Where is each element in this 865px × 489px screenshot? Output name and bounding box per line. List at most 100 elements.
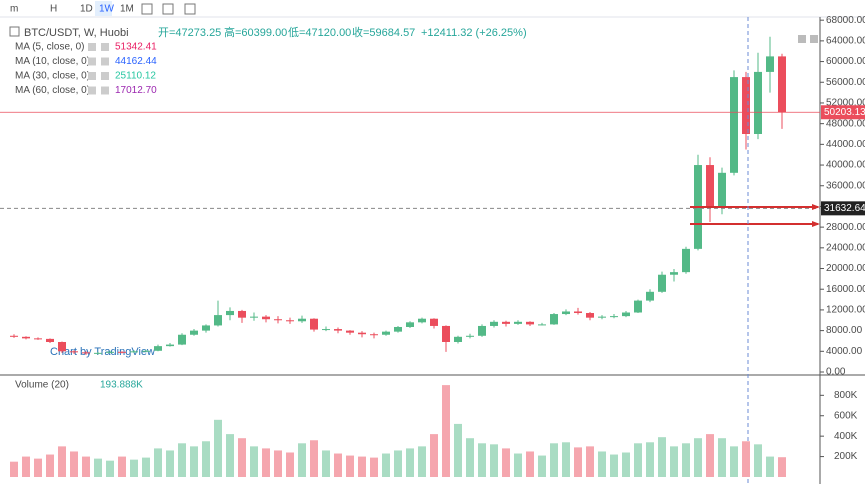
volume-bar (466, 438, 474, 477)
volume-bar (526, 451, 534, 477)
toolbar-item[interactable]: 1W (99, 4, 115, 15)
candle-body (46, 338, 54, 342)
volume-bar (538, 455, 546, 477)
ray-arrow (812, 203, 820, 210)
volume-bar (610, 454, 618, 477)
volume-bar (82, 456, 90, 477)
volume-bar (322, 450, 330, 477)
volume-bar (298, 443, 306, 477)
toolbar-item[interactable]: 1D (80, 4, 93, 15)
volume-bar (346, 455, 354, 477)
volume-bar (22, 456, 30, 477)
volume-bar (130, 459, 138, 477)
y-tick-label: 60000.00 (826, 56, 865, 67)
volume-bar (70, 451, 78, 477)
candle-body (730, 77, 738, 173)
y-tick-label: 52000.00 (826, 98, 865, 109)
candle-body (418, 318, 426, 323)
toolbar-icon[interactable] (162, 3, 174, 15)
volume-bar (694, 438, 702, 477)
volume-bar (370, 457, 378, 477)
candle-body (334, 329, 342, 331)
volume-bar (562, 442, 570, 477)
candle-body (538, 324, 546, 326)
y-tick-label: 56000.00 (826, 77, 865, 88)
candle-body (454, 336, 462, 342)
volume-bar (262, 448, 270, 477)
indicator-value: 51342.41 (115, 42, 157, 53)
volume-bar (310, 440, 318, 477)
candle-body (658, 274, 666, 292)
candle-body (514, 321, 522, 324)
candle-body (646, 291, 654, 301)
indicator-button[interactable] (88, 57, 96, 66)
indicator-button[interactable] (88, 72, 96, 80)
candle-body (286, 320, 294, 322)
candle-body (214, 315, 222, 326)
candle-body (310, 318, 318, 330)
candle-body (550, 314, 558, 325)
candle-body (490, 321, 498, 326)
volume-bar (418, 446, 426, 477)
volume-bar (502, 448, 510, 477)
candle-body (298, 318, 306, 322)
candle-body (370, 334, 378, 336)
volume-bar (742, 441, 750, 477)
watermark: Chart by TradingView (50, 346, 155, 358)
volume-bar (118, 456, 126, 477)
toolbar-item[interactable]: m (10, 4, 18, 15)
y-tick-label: 8000.00 (826, 325, 863, 336)
pane-button[interactable] (810, 35, 818, 43)
candle-body (766, 56, 774, 72)
volume-bar (10, 461, 18, 477)
candle-body (682, 248, 690, 273)
volume-bar (274, 450, 282, 477)
indicator-button[interactable] (101, 72, 109, 80)
volume-bar (382, 453, 390, 477)
volume-name: Volume (20) (15, 380, 69, 391)
volume-bar (34, 458, 42, 477)
toolbar-item[interactable]: 1M (120, 4, 134, 15)
volume-bar (706, 434, 714, 477)
ohlc-open: 开=47273.25 (158, 27, 221, 39)
collapse-icon[interactable] (9, 26, 20, 37)
candle-body (670, 272, 678, 275)
volume-bar (394, 450, 402, 477)
volume-bar (166, 450, 174, 477)
candle-body (718, 172, 726, 207)
volume-bar (442, 385, 450, 477)
volume-bar (622, 452, 630, 477)
candle-body (574, 311, 582, 314)
candle-body (106, 351, 114, 353)
volume-bar (514, 453, 522, 477)
indicator-button[interactable] (88, 43, 96, 51)
toolbar-item[interactable]: H (50, 4, 57, 15)
volume-bar (226, 434, 234, 477)
candle-body (10, 335, 18, 337)
indicator-value: 17012.70 (115, 85, 157, 96)
candle-body (382, 331, 390, 335)
volume-bar (598, 451, 606, 477)
candle-body (634, 300, 642, 313)
y-tick-label: 4000.00 (826, 346, 863, 357)
volume-bar (94, 458, 102, 477)
indicator-button[interactable] (88, 86, 96, 95)
y-tick-label: 28000.00 (826, 222, 865, 233)
volume-bar (46, 454, 54, 477)
indicator-button[interactable] (101, 57, 109, 66)
candle-body (250, 316, 258, 318)
symbol: BTC/USDT, W, Huobi (24, 27, 129, 39)
toolbar-icon[interactable] (184, 3, 196, 15)
pane-button[interactable] (798, 35, 806, 43)
ohlc-low: 低=47120.00 (288, 26, 351, 39)
ray-arrow (812, 221, 820, 228)
indicator-button[interactable] (101, 43, 109, 51)
toolbar-icon[interactable] (141, 3, 153, 15)
candle-body (622, 312, 630, 317)
candle-body (502, 321, 510, 324)
indicator-button[interactable] (101, 86, 109, 95)
candle-body (526, 321, 534, 325)
volume-bar (214, 419, 222, 477)
indicator-value: 44162.44 (115, 56, 157, 67)
